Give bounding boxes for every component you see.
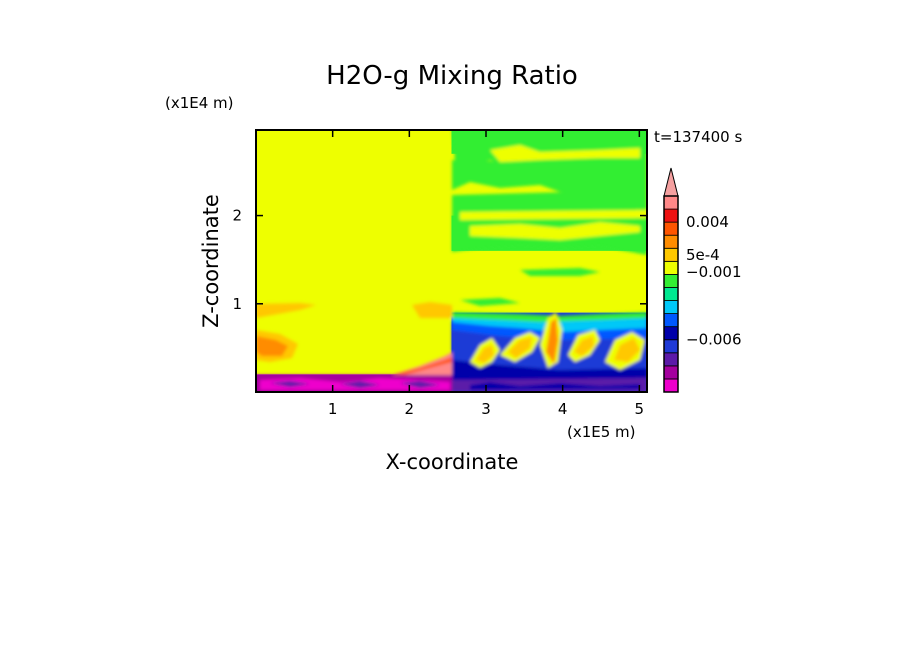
contour-field xyxy=(256,130,647,392)
x-tick-label-1: 2 xyxy=(405,400,415,418)
bottom-streaks-2 xyxy=(470,382,640,390)
colorbar-label-1: 5e-4 xyxy=(686,246,720,264)
colorbar-label-2: −0.001 xyxy=(686,263,742,281)
plume-2-core xyxy=(508,337,532,358)
chart-title: H2O-g Mixing Ratio xyxy=(326,61,578,91)
bottom-left-band-spots xyxy=(270,381,440,388)
contour-yellow-strip-2 xyxy=(460,210,647,220)
colorbar-level-11 xyxy=(663,234,679,249)
orange-bulge-upper xyxy=(256,303,316,318)
colorbar-level-10 xyxy=(663,247,679,262)
region-upper-left xyxy=(256,130,452,375)
plot-frame xyxy=(255,129,648,393)
y-tick-label-0: 1 xyxy=(232,295,242,313)
colorbar-level-2 xyxy=(663,352,679,367)
colorbar-label-0: 0.004 xyxy=(686,213,729,231)
contour-green-wisp2 xyxy=(460,298,520,306)
colorbar-level-6 xyxy=(663,300,679,314)
x-unit-label: (x1E5 m) xyxy=(567,423,636,441)
y-axis: 12 xyxy=(232,207,647,313)
contour-green-wisp xyxy=(520,268,600,276)
x-tick-label-4: 5 xyxy=(635,400,645,418)
colorbar-level-3 xyxy=(663,339,679,354)
x-axis: 1 2 3 4 5 xyxy=(328,130,644,418)
colorbar-level-7 xyxy=(663,287,679,301)
contour-yellow-strip-3 xyxy=(470,222,640,240)
colorbar-level-0 xyxy=(663,378,679,393)
y-tick-label-1: 2 xyxy=(232,207,242,225)
colorbar-frame xyxy=(663,195,679,393)
colorbar-extend-arrow xyxy=(663,167,679,197)
colorbar-level-13 xyxy=(663,208,679,223)
colorbar-label-3: −0.006 xyxy=(686,331,742,349)
colorbar-level-8 xyxy=(663,273,679,288)
y-unit-label: (x1E4 m) xyxy=(165,94,234,112)
colorbar-level-14 xyxy=(663,195,679,210)
contour-green-top2 xyxy=(452,160,647,195)
orange-bulge-lower-core xyxy=(256,336,288,356)
plume-4-core xyxy=(574,336,594,356)
x-axis-label: X-coordinate xyxy=(386,450,519,474)
plume-5-core xyxy=(614,338,640,362)
x-tick-label-3: 4 xyxy=(558,400,568,418)
contour-yellow-strip-1 xyxy=(490,145,640,162)
colorbar-level-12 xyxy=(663,221,679,236)
colorbar-level-4 xyxy=(663,326,679,341)
colorbar-level-1 xyxy=(663,365,679,380)
time-label: t=137400 s xyxy=(654,128,742,146)
colorbar-level-5 xyxy=(663,313,679,328)
colorbar: 0.004 5e-4−0.001 −0.006 xyxy=(663,167,742,393)
y-axis-label: Z-coordinate xyxy=(199,194,223,328)
colorbar-level-9 xyxy=(663,260,679,275)
contour-green-mid xyxy=(452,190,647,255)
x-tick-label-2: 3 xyxy=(481,400,491,418)
orange-bump-mid xyxy=(412,302,452,318)
x-tick-label-0: 1 xyxy=(328,400,338,418)
plume-1-core xyxy=(476,345,494,363)
boundary-wedge xyxy=(392,352,452,375)
plume-3-core xyxy=(546,318,558,364)
